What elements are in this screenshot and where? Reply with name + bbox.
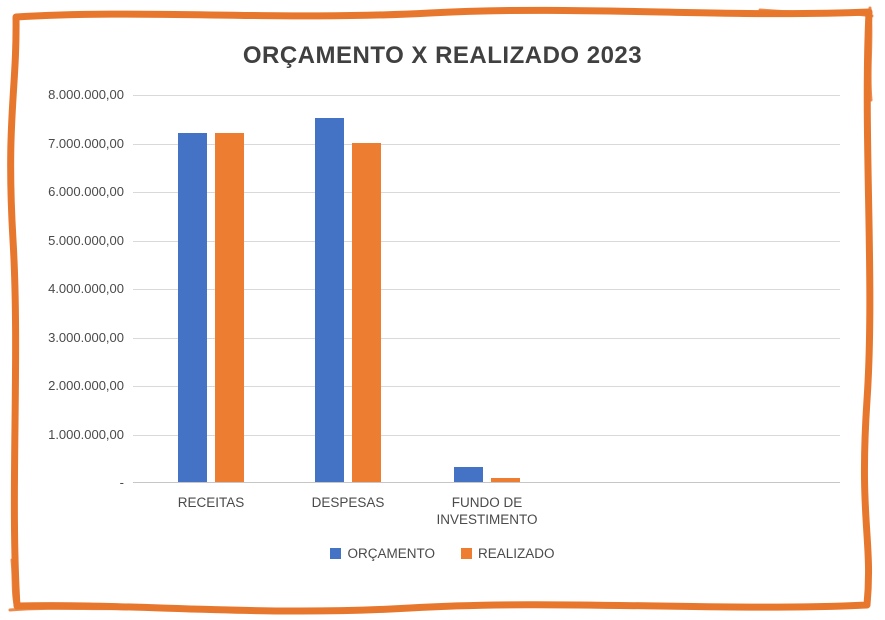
y-tick-label: 5.000.000,00 (48, 232, 124, 248)
legend-swatch (330, 548, 342, 559)
bar-realizado-0 (215, 132, 244, 482)
y-tick-label: 7.000.000,00 (48, 135, 124, 151)
gridline (133, 192, 840, 193)
x-axis-line (133, 482, 840, 483)
legend: ORÇAMENTO REALIZADO (0, 546, 885, 561)
y-axis-labels: 8.000.000,00 7.000.000,00 6.000.000,00 5.00… (0, 0, 126, 620)
y-tick-label: 2.000.000,00 (48, 378, 124, 393)
x-tick-label: RECEITAS (177, 495, 245, 510)
gridline (133, 95, 840, 96)
gridline (133, 434, 840, 436)
gridline (133, 240, 840, 242)
bar-orcamento-1 (315, 118, 344, 482)
legend-item-realizado: REALIZADO (460, 546, 555, 561)
bar-orcamento-2 (454, 467, 483, 482)
bar-realizado-2 (491, 478, 520, 482)
y-tick-label: 6.000.000,00 (48, 184, 124, 199)
bar-realizado-1 (352, 142, 381, 482)
gridline (133, 386, 840, 387)
y-tick-label: 4.000.000,00 (48, 281, 124, 296)
x-axis-labels: RECEITAS DESPESAS FUNDO DE INVESTIMENTO (0, 494, 885, 538)
y-tick-label: 8.000.000,00 (48, 87, 124, 102)
chart-title: ORÇAMENTO X REALIZADO 2023 (242, 42, 643, 69)
legend-label: REALIZADO (477, 546, 555, 561)
legend-label: ORÇAMENTO (347, 546, 435, 561)
y-tick-label: - (119, 475, 124, 490)
y-tick-label: 3.000.000,00 (48, 329, 124, 345)
plot-area (133, 95, 840, 483)
gridline (133, 289, 840, 290)
x-tick-label: DESPESAS (311, 495, 385, 510)
x-tick-label: FUNDO DE INVESTIMENTO (436, 495, 538, 527)
legend-swatch (460, 548, 472, 559)
gridline (133, 143, 840, 145)
gridline (133, 337, 840, 339)
bar-orcamento-0 (178, 132, 207, 482)
y-tick-label: 1.000.000,00 (48, 426, 124, 442)
legend-item-orcamento: ORÇAMENTO (330, 546, 435, 561)
